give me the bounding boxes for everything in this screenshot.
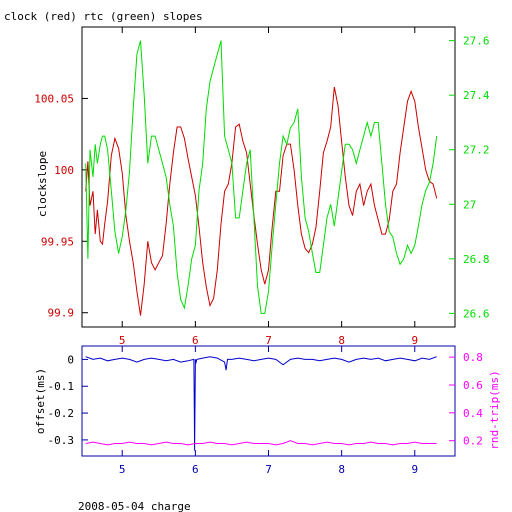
ytick-label: -0.2	[48, 407, 75, 420]
y2tick-label: 27.6	[463, 35, 490, 48]
bottom-x-ticks: 5 6 7 8 9	[119, 346, 418, 476]
xtick-label: 7	[265, 334, 272, 347]
xtick-label: 6	[192, 463, 199, 476]
top-ylabel: clockslope	[36, 151, 49, 217]
bottom-series-group	[85, 356, 437, 451]
top-panel: clockslope 99.9 99.95 100 100.05 26.6 26.8 27…	[34, 26, 490, 347]
series-line-left	[85, 356, 437, 451]
footer-label: 2008-05-04 charge	[78, 500, 191, 512]
y2tick-label: 27.2	[463, 144, 490, 157]
xtick-label: 5	[119, 334, 126, 347]
xtick-label: 7	[265, 463, 272, 476]
y2tick-label: 0.6	[463, 379, 483, 392]
bottom-ylabel: offset(ms)	[34, 368, 47, 434]
series-line-right	[85, 440, 437, 446]
chart-title: clock (red) rtc (green) slopes	[4, 10, 203, 23]
top-x-ticks: 5 6 7 8 9	[119, 27, 418, 347]
top-right-ticks: 26.6 26.8 27 27.2 27.4 27.6	[449, 35, 490, 320]
ytick-label: 0	[67, 353, 74, 366]
y2tick-label: 0.2	[463, 435, 483, 448]
ytick-label: -0.3	[48, 434, 75, 447]
top-series-group	[85, 40, 438, 316]
bottom-right-ticks: 0.2 0.4 0.6 0.8	[449, 351, 483, 448]
y2tick-label: 26.8	[463, 253, 490, 266]
xtick-label: 6	[192, 334, 199, 347]
xtick-label: 9	[411, 334, 418, 347]
y2tick-label: 26.6	[463, 307, 490, 320]
y2tick-label: 0.4	[463, 407, 483, 420]
xtick-label: 5	[119, 463, 126, 476]
xtick-label: 8	[338, 463, 345, 476]
xtick-label: 9	[411, 463, 418, 476]
series-line-right	[85, 40, 438, 314]
ytick-label: 100.05	[34, 92, 74, 105]
bottom-y2label: rnd-trip(ms)	[488, 370, 501, 449]
top-left-ticks: 99.9 99.95 100 100.05	[34, 92, 88, 320]
ytick-label: -0.1	[48, 380, 75, 393]
ytick-label: 100	[54, 164, 74, 177]
y2tick-label: 0.8	[463, 351, 483, 364]
xtick-label: 8	[338, 334, 345, 347]
bottom-plot-frame	[81, 345, 456, 457]
ytick-label: 99.95	[41, 235, 74, 248]
top-plot-frame	[81, 26, 456, 328]
y2tick-label: 27	[463, 198, 476, 211]
ytick-label: 99.9	[48, 307, 75, 320]
series-line-left	[85, 86, 438, 316]
bottom-left-ticks: 0 -0.1 -0.2 -0.3	[48, 353, 88, 447]
y2tick-label: 27.4	[463, 89, 490, 102]
bottom-panel: offset(ms) rnd-trip(ms) 0 -0.1 -0.2 -0.3 0.…	[34, 345, 501, 476]
